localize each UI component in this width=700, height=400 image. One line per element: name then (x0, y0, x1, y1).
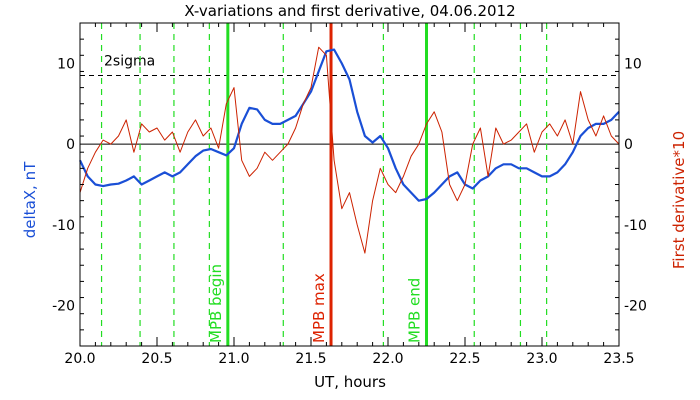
x-tick-label: 21.5 (295, 351, 326, 367)
y-tick-label-left: -20 (52, 299, 75, 315)
event-marker-label: MPB max (310, 273, 328, 343)
y-tick-label-left: -10 (52, 218, 75, 234)
x-tick-label: 21.0 (218, 351, 249, 367)
y-tick-label-right: 0 (624, 137, 633, 153)
x-tick-label: 20.5 (141, 351, 172, 367)
event-marker-label: MPB end (406, 278, 424, 343)
y-tick-label-left: 0 (66, 137, 75, 153)
y-tick-label-right: -10 (624, 218, 647, 234)
sigma-label: 2sigma (104, 53, 155, 69)
y-tick-label-right: -20 (624, 299, 647, 315)
x-tick-label: 23.5 (603, 351, 634, 367)
x-tick-label: 23.0 (526, 351, 557, 367)
deltax-line (79, 48, 620, 202)
y-tick-label-left: 10 (57, 56, 75, 72)
x-axis-label: UT, hours (314, 373, 386, 391)
event-marker-label: MPB begin (207, 264, 225, 343)
x-tick-label: 22.0 (372, 351, 403, 367)
right-axis-label: First derivative*10 (670, 131, 688, 269)
x-tick-label: 22.5 (449, 351, 480, 367)
x-tick-label: 20.0 (64, 351, 95, 367)
derivative-line (79, 46, 620, 254)
left-axis-label: deltaX, nT (21, 161, 39, 238)
chart-title: X-variations and first derivative, 04.06… (184, 2, 515, 20)
plot-frame (79, 22, 620, 347)
y-tick-label-right: 10 (624, 56, 642, 72)
